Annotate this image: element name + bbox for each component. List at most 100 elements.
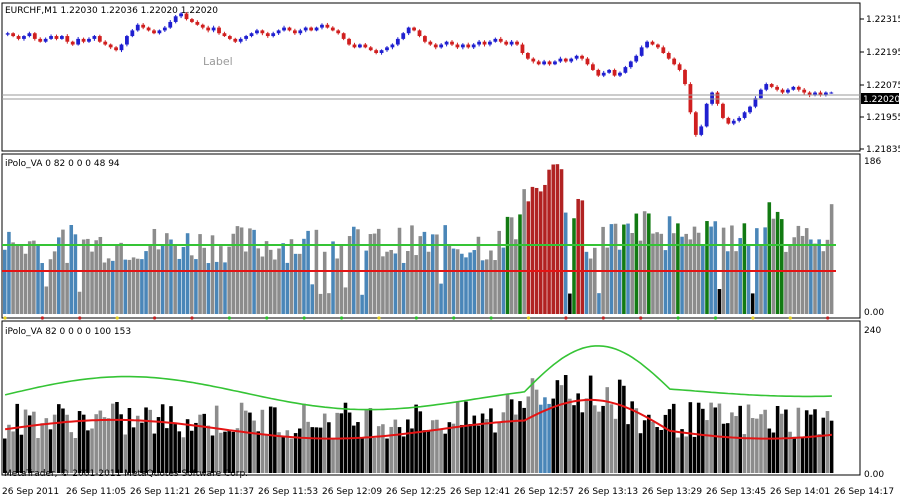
volume-bar <box>576 198 580 314</box>
volume-bar <box>368 408 373 473</box>
volume-bar <box>156 249 161 314</box>
volume-bar <box>223 262 227 314</box>
volume-bar <box>468 252 472 314</box>
volume-bar <box>44 418 49 473</box>
volume-bar <box>181 246 186 314</box>
volume-bar <box>526 396 531 473</box>
volume-bar <box>522 189 526 314</box>
volume-bar <box>451 248 456 314</box>
candle-body <box>260 30 265 34</box>
volume-bar <box>730 412 734 473</box>
candle-body <box>347 38 351 45</box>
volume-bar <box>505 394 510 473</box>
volume-bar <box>775 211 780 314</box>
volume-bar <box>27 415 32 473</box>
volume-bar <box>659 429 664 473</box>
candle-body <box>54 36 59 39</box>
candle-body <box>352 44 357 48</box>
volume-bar <box>547 169 551 314</box>
candle-body <box>525 53 530 59</box>
volume-bar <box>298 428 302 473</box>
volume-bar <box>825 239 830 314</box>
object-label[interactable]: Label <box>203 55 233 68</box>
volume-bar <box>102 417 107 473</box>
indicator2-red-line <box>4 398 833 440</box>
volume-bar <box>385 251 389 314</box>
candle-body <box>612 69 617 76</box>
volume-bar <box>821 251 826 314</box>
volume-bar <box>48 259 53 314</box>
candle-body <box>265 33 270 37</box>
volume-bar <box>626 424 630 473</box>
volume-bar <box>796 407 801 473</box>
volume-bar <box>622 385 626 473</box>
indicator2-axis-top: 240 <box>864 326 881 336</box>
volume-bar <box>460 424 464 473</box>
candle-body <box>92 36 97 39</box>
volume-bar <box>335 412 339 473</box>
volume-bar <box>800 436 805 473</box>
price-pane[interactable] <box>1 2 861 152</box>
volume-bar <box>23 409 28 473</box>
volume-bar <box>647 414 651 473</box>
volume-bar <box>804 410 809 473</box>
candle-body <box>710 92 714 104</box>
volume-bar <box>106 258 111 314</box>
candle-body <box>43 38 48 42</box>
time-label: 26 Sep 13:45 <box>706 487 766 497</box>
volume-bar <box>140 259 144 314</box>
candle-body <box>114 47 118 51</box>
candle-body <box>704 103 709 127</box>
volume-bar <box>717 403 722 473</box>
volume-bar <box>202 247 206 314</box>
volume-bar <box>219 246 223 314</box>
volume-bar <box>563 375 568 473</box>
volume-bar <box>767 428 772 473</box>
signal-dot <box>826 316 830 320</box>
volume-bar <box>169 406 173 473</box>
volume-bar <box>69 432 74 473</box>
candle-body <box>27 33 32 37</box>
volume-bar <box>426 251 431 314</box>
volume-bar <box>443 433 447 473</box>
volume-bar <box>106 418 111 473</box>
volume-bar <box>385 438 389 473</box>
volume-bar <box>289 239 294 314</box>
symbol-title: EURCHF,M1 1.22030 1.22036 1.22020 1.2202… <box>5 6 218 16</box>
volume-bar <box>127 408 132 473</box>
candle-body <box>103 41 108 45</box>
candle-body <box>580 55 584 59</box>
volume-bar <box>713 221 718 314</box>
candle-body <box>758 89 763 99</box>
time-label: 26 Sep 13:29 <box>642 487 702 497</box>
volume-bar <box>368 234 373 314</box>
signal-dot <box>265 316 269 320</box>
volume-bar <box>701 408 705 473</box>
candle-body <box>764 84 769 90</box>
volume-bar <box>551 164 556 314</box>
volume-bar <box>123 259 128 314</box>
candle-body <box>726 117 731 124</box>
volume-bar <box>169 239 173 314</box>
candle-body <box>574 55 579 59</box>
signal-dot <box>339 316 344 320</box>
volume-bar <box>115 401 119 473</box>
volume-bar <box>406 419 410 473</box>
volume-bar <box>327 422 331 473</box>
volume-bar <box>281 243 285 314</box>
candle-body <box>786 89 790 93</box>
candle-body <box>271 33 276 37</box>
volume-bar <box>131 257 136 314</box>
candle-body <box>168 21 173 28</box>
volume-bar <box>360 437 364 473</box>
time-label: 26 Sep 13:13 <box>578 487 638 497</box>
price-axis-label: 1.22315 <box>866 15 900 25</box>
volume-bar <box>667 409 672 473</box>
time-label: 26 Sep 11:05 <box>66 487 126 497</box>
signal-dot <box>78 316 82 320</box>
candle-body <box>477 41 481 45</box>
signal-dot <box>526 316 531 320</box>
volume-bar <box>435 419 439 473</box>
volume-bar <box>27 241 32 314</box>
